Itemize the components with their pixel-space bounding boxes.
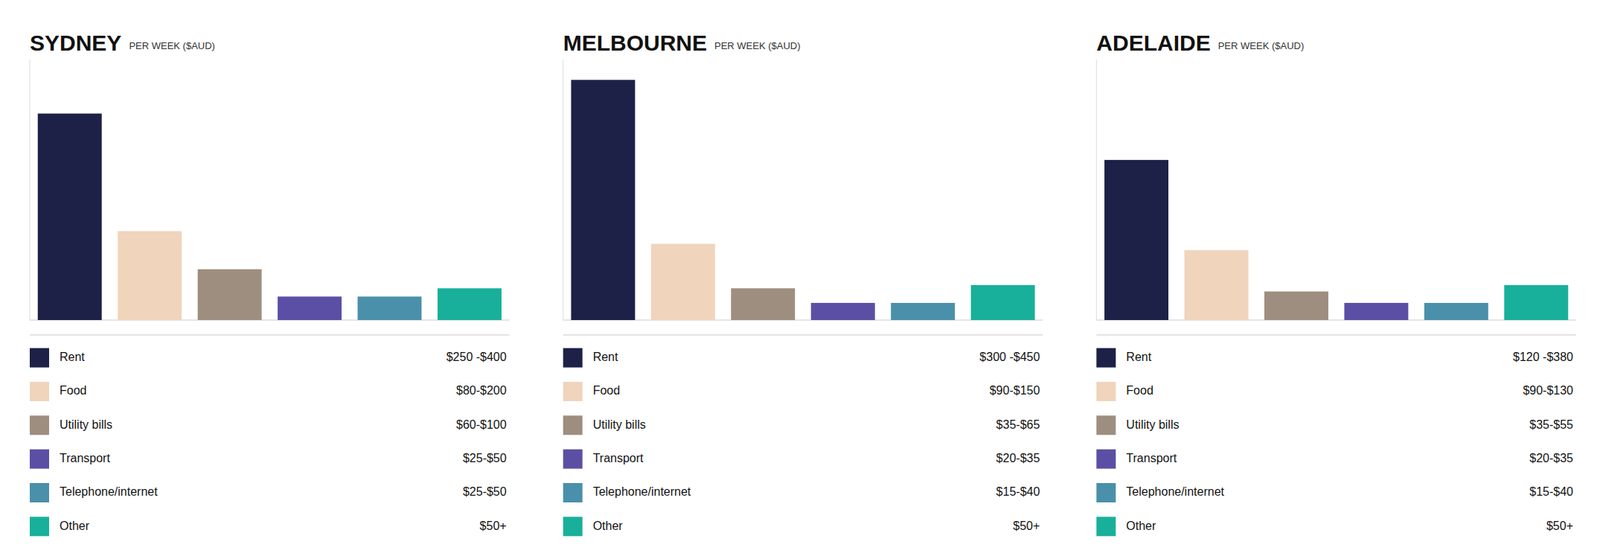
legend-label: Utility bills: [593, 418, 646, 431]
range-label: $60-$100: [456, 418, 507, 431]
title: SYDNEY: [29, 30, 122, 56]
range-label: $35-$65: [996, 418, 1041, 431]
legend-swatch: [563, 482, 583, 503]
subtitle: PER WEEK ($AUD): [1218, 40, 1305, 52]
legend-swatch: [1096, 449, 1116, 469]
title: ADELAIDE: [1096, 30, 1211, 56]
bars: [1104, 160, 1568, 320]
legend-label: Rent: [593, 350, 619, 364]
subtitle: PER WEEK ($AUD): [128, 40, 216, 52]
range-label: $25-$50: [462, 485, 507, 498]
legend: Rent $250 -$400 Food $80-$200 Utility bills $…: [29, 348, 507, 537]
legend-label: Rent: [59, 350, 85, 364]
range-label: $120 -$380: [1512, 350, 1574, 364]
legend-swatch: [563, 381, 583, 402]
bar: [1424, 302, 1489, 320]
legend-swatch: [1096, 482, 1116, 503]
range-label: $15-$40: [1529, 485, 1574, 498]
legend: Rent $300 -$450 Food $90-$150 Utility bills $…: [563, 348, 1041, 537]
range-label: $80-$200: [456, 384, 507, 397]
bar: [1504, 285, 1568, 320]
range-label: $25-$50: [462, 451, 507, 465]
range-label: $50+: [480, 519, 507, 533]
subtitle: PER WEEK ($AUD): [714, 40, 801, 52]
bar: [197, 269, 262, 320]
range-label: $90-$150: [989, 384, 1041, 397]
range-label: $15-$40: [996, 485, 1041, 498]
legend-swatch: [29, 348, 50, 368]
range-label: $300 -$450: [979, 350, 1040, 364]
legend-swatch: [563, 415, 583, 435]
y-axis-line: [29, 59, 31, 320]
panel: SYDNEY PER WEEK ($AUD) Rent $250 -$400 Food $…: [29, 30, 510, 536]
legend-label: Telephone/internet: [1125, 485, 1225, 498]
bar: [811, 302, 876, 320]
bar: [1344, 302, 1408, 320]
bar: [1264, 291, 1329, 320]
legend-label: Transport: [1125, 451, 1177, 465]
separator: [1096, 334, 1577, 336]
legend-label: Other: [593, 519, 624, 533]
y-axis-line: [1096, 59, 1097, 320]
separator: [563, 334, 1044, 336]
legend-swatch: [563, 348, 583, 368]
legend-swatch: [29, 381, 50, 402]
range-label: $250 -$400: [446, 350, 507, 364]
panel: MELBOURNE PER WEEK ($AUD) Rent $300 -$450 Fo…: [563, 30, 1044, 536]
legend-label: Transport: [593, 451, 644, 465]
legend-swatch: [1096, 348, 1116, 368]
legend-label: Food: [1125, 384, 1153, 397]
title: MELBOURNE: [563, 30, 707, 56]
range-label: $50+: [1012, 519, 1040, 533]
panel: ADELAIDE PER WEEK ($AUD) Rent $120 -$380 Foo…: [1096, 30, 1577, 536]
legend-label: Utility bills: [59, 418, 113, 431]
legend-label: Food: [593, 384, 620, 397]
legend-label: Other: [59, 519, 91, 533]
legend-label: Telephone/internet: [593, 485, 692, 498]
legend-label: Other: [1125, 519, 1157, 533]
bar: [37, 113, 102, 320]
bars: [37, 113, 502, 320]
bar: [971, 285, 1036, 320]
legend-label: Food: [59, 384, 87, 397]
range-label: $20-$35: [996, 451, 1041, 465]
separator: [29, 334, 510, 336]
legend: Rent $120 -$380 Food $90-$130 Utility bills $…: [1096, 348, 1574, 537]
legend-label: Utility bills: [1125, 418, 1179, 431]
bar: [1104, 160, 1169, 320]
bar: [1184, 250, 1249, 320]
legend-swatch: [563, 516, 583, 536]
range-label: $90-$130: [1522, 384, 1574, 397]
legend-label: Transport: [59, 451, 111, 465]
bar: [437, 288, 502, 320]
bar: [890, 302, 955, 320]
y-axis-line: [562, 59, 564, 320]
bar: [730, 288, 795, 320]
legend-swatch: [1096, 415, 1116, 435]
legend-swatch: [29, 449, 50, 469]
bar: [651, 244, 716, 320]
figure: SYDNEY PER WEEK ($AUD) Rent $250 -$400 Food $…: [0, 0, 1600, 556]
legend-swatch: [29, 482, 50, 503]
legend-swatch: [1096, 381, 1116, 402]
legend-swatch: [29, 516, 50, 536]
bars: [570, 79, 1035, 320]
bar: [277, 296, 342, 320]
legend-swatch: [29, 415, 50, 435]
bar: [357, 296, 422, 320]
bar: [117, 230, 182, 320]
legend-swatch: [563, 449, 583, 469]
legend-label: Telephone/internet: [59, 485, 158, 498]
bar: [570, 79, 635, 320]
range-label: $20-$35: [1529, 451, 1574, 465]
legend-swatch: [1096, 516, 1116, 536]
range-label: $50+: [1546, 519, 1574, 533]
range-label: $35-$55: [1529, 418, 1574, 431]
legend-label: Rent: [1125, 350, 1152, 364]
